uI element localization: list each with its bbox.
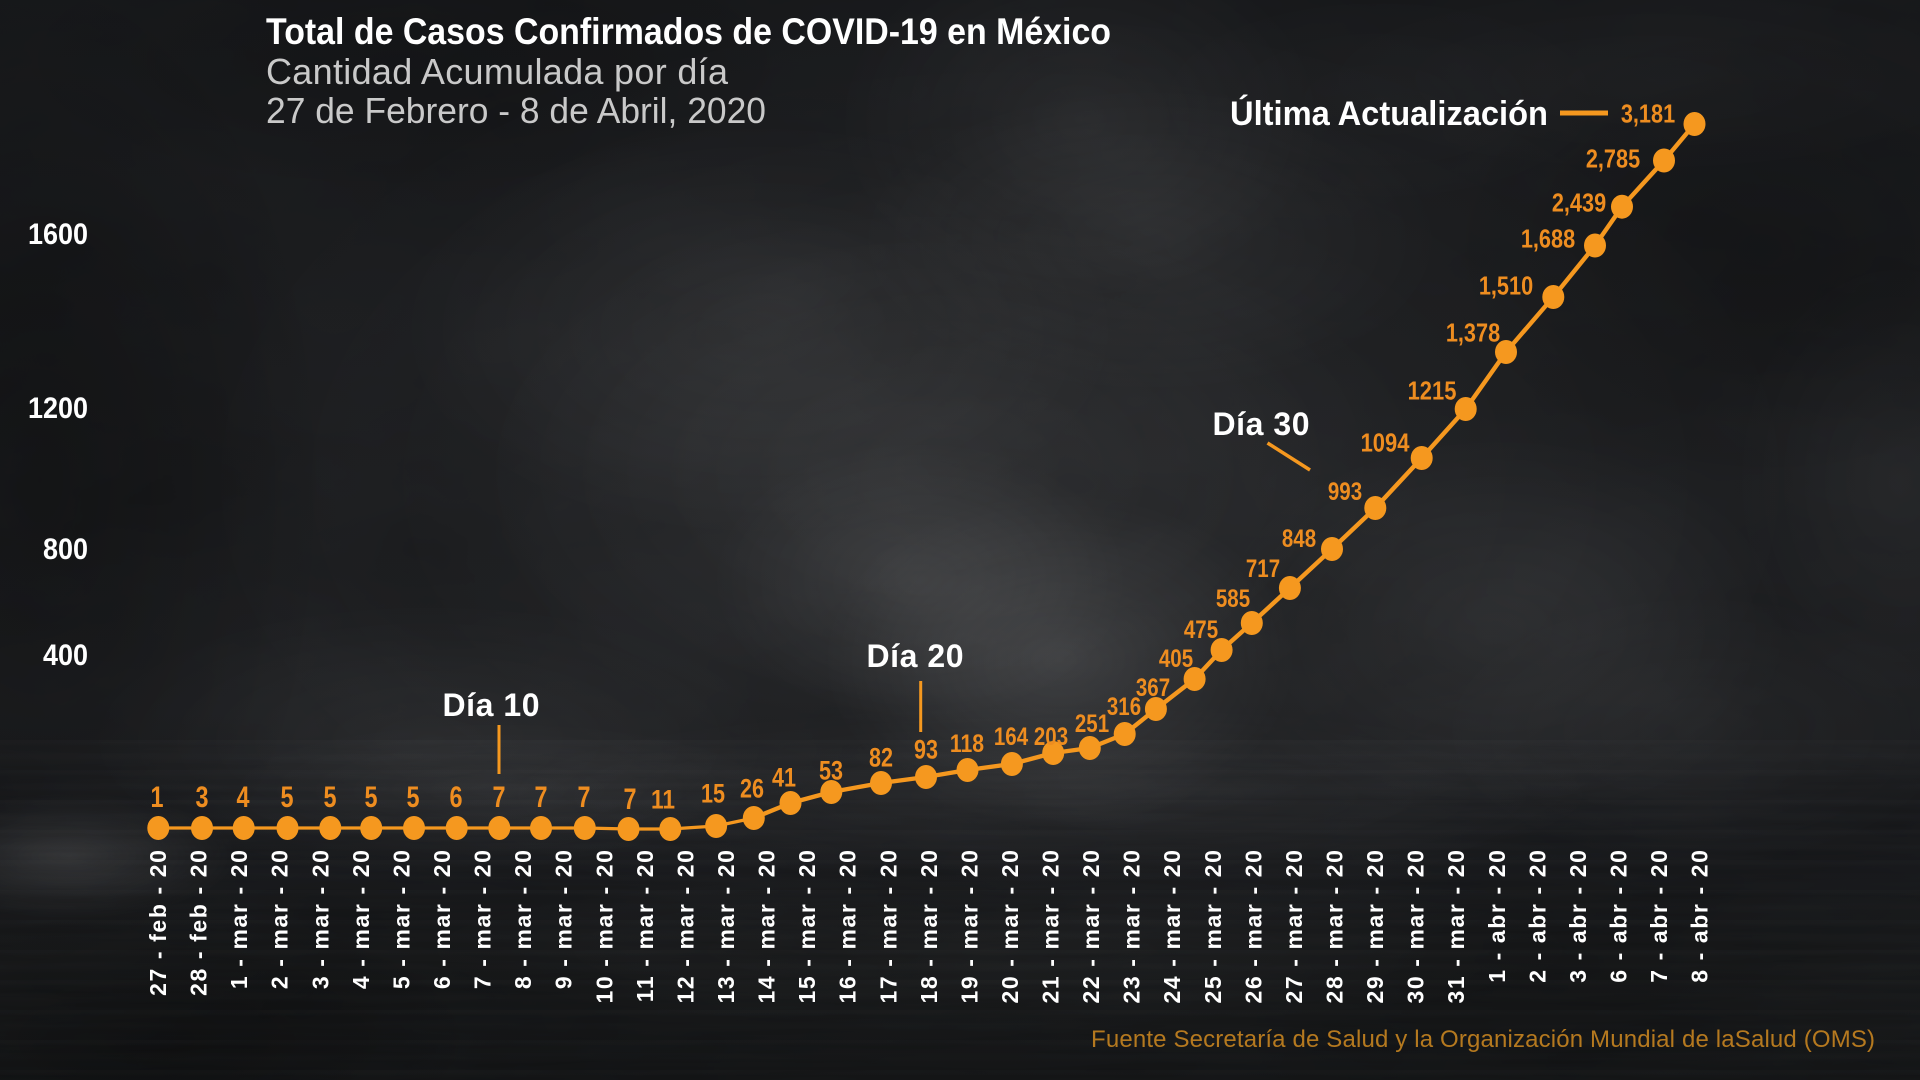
svg-text:1,378: 1,378 [1446, 317, 1500, 347]
svg-text:2,785: 2,785 [1586, 143, 1640, 173]
svg-text:1215: 1215 [1408, 375, 1457, 405]
svg-text:17 - mar - 20: 17 - mar - 20 [875, 849, 901, 1004]
svg-text:1094: 1094 [1361, 427, 1410, 457]
svg-text:5: 5 [281, 781, 294, 814]
svg-text:6: 6 [450, 781, 463, 814]
svg-text:3 - abr - 20: 3 - abr - 20 [1565, 849, 1591, 983]
svg-text:7: 7 [578, 781, 591, 814]
svg-text:4 - mar - 20: 4 - mar - 20 [348, 849, 374, 990]
svg-text:Día 10: Día 10 [443, 687, 540, 723]
svg-text:118: 118 [950, 730, 984, 758]
svg-text:31 - mar - 20: 31 - mar - 20 [1443, 849, 1469, 1004]
svg-text:Última Actualización: Última Actualización [1230, 95, 1548, 133]
svg-text:475: 475 [1184, 616, 1218, 644]
svg-text:3,181: 3,181 [1621, 98, 1675, 128]
svg-text:Fuente Secretaría de Salud y l: Fuente Secretaría de Salud y la Organiza… [1091, 1026, 1875, 1053]
svg-text:7 - mar - 20: 7 - mar - 20 [470, 849, 496, 990]
svg-text:7: 7 [624, 783, 637, 816]
svg-text:1 - abr - 20: 1 - abr - 20 [1484, 849, 1510, 983]
svg-text:25 - mar - 20: 25 - mar - 20 [1200, 849, 1226, 1004]
svg-text:14 - mar - 20: 14 - mar - 20 [754, 849, 780, 1004]
svg-text:3 - mar - 20: 3 - mar - 20 [307, 849, 333, 990]
svg-text:585: 585 [1216, 585, 1250, 613]
svg-text:Total de Casos Confirmados de: Total de Casos Confirmados de COVID-19 e… [266, 11, 1111, 52]
svg-text:3: 3 [196, 781, 209, 814]
svg-text:15 - mar - 20: 15 - mar - 20 [794, 849, 820, 1004]
svg-text:405: 405 [1159, 645, 1193, 673]
svg-text:800: 800 [43, 533, 88, 566]
svg-text:21 - mar - 20: 21 - mar - 20 [1038, 849, 1064, 1004]
svg-text:11 - mar - 20: 11 - mar - 20 [632, 849, 658, 1003]
svg-text:53: 53 [819, 756, 843, 786]
svg-text:27 - feb - 20: 27 - feb - 20 [145, 849, 171, 996]
svg-text:10 - mar - 20: 10 - mar - 20 [591, 849, 617, 1004]
svg-text:993: 993 [1328, 478, 1362, 506]
svg-text:1,510: 1,510 [1479, 270, 1533, 300]
svg-text:27 de Febrero - 8 de Abril, 20: 27 de Febrero - 8 de Abril, 2020 [266, 90, 766, 131]
svg-text:4: 4 [237, 781, 250, 814]
svg-text:22 - mar - 20: 22 - mar - 20 [1078, 849, 1104, 1004]
svg-text:11: 11 [651, 785, 675, 815]
svg-text:41: 41 [772, 763, 796, 793]
svg-text:82: 82 [869, 743, 893, 773]
svg-text:9 - mar - 20: 9 - mar - 20 [551, 849, 577, 990]
svg-text:1 - mar - 20: 1 - mar - 20 [226, 849, 252, 990]
svg-text:28 - feb - 20: 28 - feb - 20 [186, 849, 212, 996]
svg-text:26 - mar - 20: 26 - mar - 20 [1240, 849, 1266, 1004]
svg-text:2 - abr - 20: 2 - abr - 20 [1524, 849, 1550, 983]
svg-text:7: 7 [493, 781, 506, 814]
svg-text:29 - mar - 20: 29 - mar - 20 [1362, 849, 1388, 1004]
svg-text:2 - mar - 20: 2 - mar - 20 [267, 849, 293, 990]
svg-text:Día 20: Día 20 [867, 638, 964, 674]
svg-text:7: 7 [535, 781, 548, 814]
svg-text:Cantidad Acumulada por día: Cantidad Acumulada por día [266, 51, 729, 92]
svg-text:1200: 1200 [28, 392, 88, 425]
svg-text:20 - mar - 20: 20 - mar - 20 [997, 849, 1023, 1004]
svg-text:18 - mar - 20: 18 - mar - 20 [916, 849, 942, 1004]
svg-text:7 - abr - 20: 7 - abr - 20 [1646, 849, 1672, 983]
svg-text:367: 367 [1136, 674, 1170, 702]
svg-text:30 - mar - 20: 30 - mar - 20 [1403, 849, 1429, 1004]
svg-text:27 - mar - 20: 27 - mar - 20 [1281, 849, 1307, 1004]
svg-text:16 - mar - 20: 16 - mar - 20 [835, 849, 861, 1004]
svg-text:1,688: 1,688 [1521, 223, 1575, 253]
svg-text:164: 164 [994, 723, 1028, 751]
svg-text:Día 30: Día 30 [1213, 406, 1310, 442]
svg-text:1600: 1600 [28, 218, 88, 251]
svg-text:13 - mar - 20: 13 - mar - 20 [713, 849, 739, 1004]
svg-text:316: 316 [1107, 693, 1141, 721]
svg-text:24 - mar - 20: 24 - mar - 20 [1159, 849, 1185, 1004]
svg-text:5 - mar - 20: 5 - mar - 20 [388, 849, 414, 990]
svg-text:5: 5 [407, 781, 420, 814]
svg-text:1: 1 [151, 781, 164, 814]
svg-text:6 - abr - 20: 6 - abr - 20 [1606, 849, 1632, 983]
svg-text:93: 93 [914, 735, 938, 765]
svg-text:19 - mar - 20: 19 - mar - 20 [956, 849, 982, 1004]
svg-text:23 - mar - 20: 23 - mar - 20 [1119, 849, 1145, 1004]
svg-text:251: 251 [1075, 710, 1109, 738]
svg-text:15: 15 [701, 779, 725, 809]
svg-text:400: 400 [43, 639, 88, 672]
svg-text:203: 203 [1034, 723, 1068, 751]
svg-text:12 - mar - 20: 12 - mar - 20 [672, 849, 698, 1004]
svg-text:8 - mar - 20: 8 - mar - 20 [510, 849, 536, 990]
svg-text:717: 717 [1246, 555, 1280, 583]
svg-text:26: 26 [740, 774, 764, 804]
svg-text:2,439: 2,439 [1552, 187, 1606, 217]
svg-text:8 - abr - 20: 8 - abr - 20 [1687, 849, 1713, 983]
svg-text:5: 5 [324, 781, 337, 814]
svg-text:848: 848 [1282, 525, 1316, 553]
svg-text:6 - mar - 20: 6 - mar - 20 [429, 849, 455, 990]
svg-text:5: 5 [365, 781, 378, 814]
svg-text:28 - mar - 20: 28 - mar - 20 [1322, 849, 1348, 1004]
